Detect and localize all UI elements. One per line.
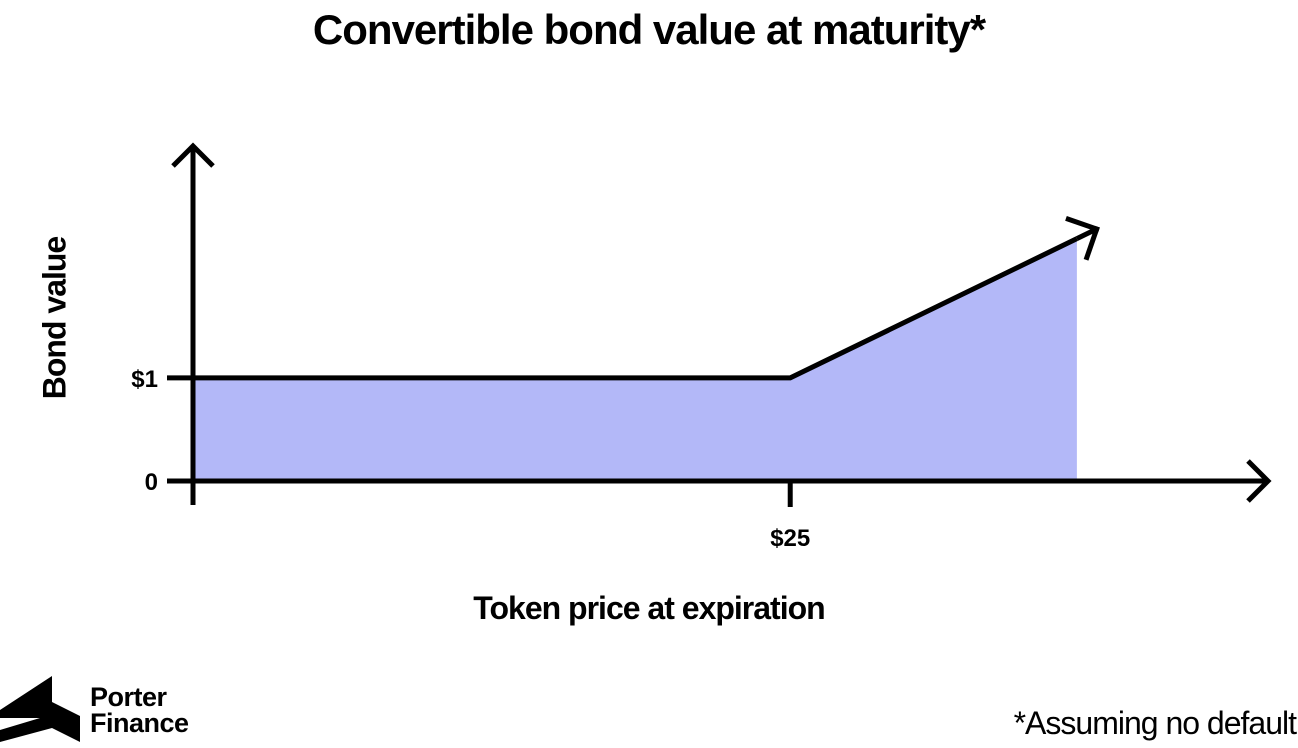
brand-name: Porter Finance (90, 682, 189, 738)
y-axis-arrowhead (171, 142, 215, 168)
value-arrowhead (1065, 216, 1100, 261)
axes (167, 142, 1272, 505)
footnote: *Assuming no default (1013, 705, 1297, 741)
tick-labels: $25 0 $1 (131, 366, 810, 552)
x-axis-label: Token price at expiration (473, 590, 825, 626)
brand-line-1: Porter (90, 682, 167, 712)
value-line (193, 236, 1078, 381)
y-tick-label: 0 (145, 469, 158, 496)
y-axis-label: Bond value (36, 236, 73, 400)
y-tick-label: $1 (131, 366, 158, 393)
area-fill (193, 238, 1077, 481)
value-arrowhead-stroke (1083, 225, 1100, 261)
value-line-extension (1075, 226, 1098, 241)
value-arrowhead-stroke (1065, 216, 1100, 233)
x-axis-arrowhead (1246, 459, 1272, 503)
x-tick-label: $25 (770, 525, 810, 552)
tick-marks (167, 375, 793, 507)
brand-line-2: Finance (90, 708, 189, 738)
porter-finance-logo-icon (0, 676, 80, 742)
chart-title: Convertible bond value at maturity* (312, 6, 986, 53)
